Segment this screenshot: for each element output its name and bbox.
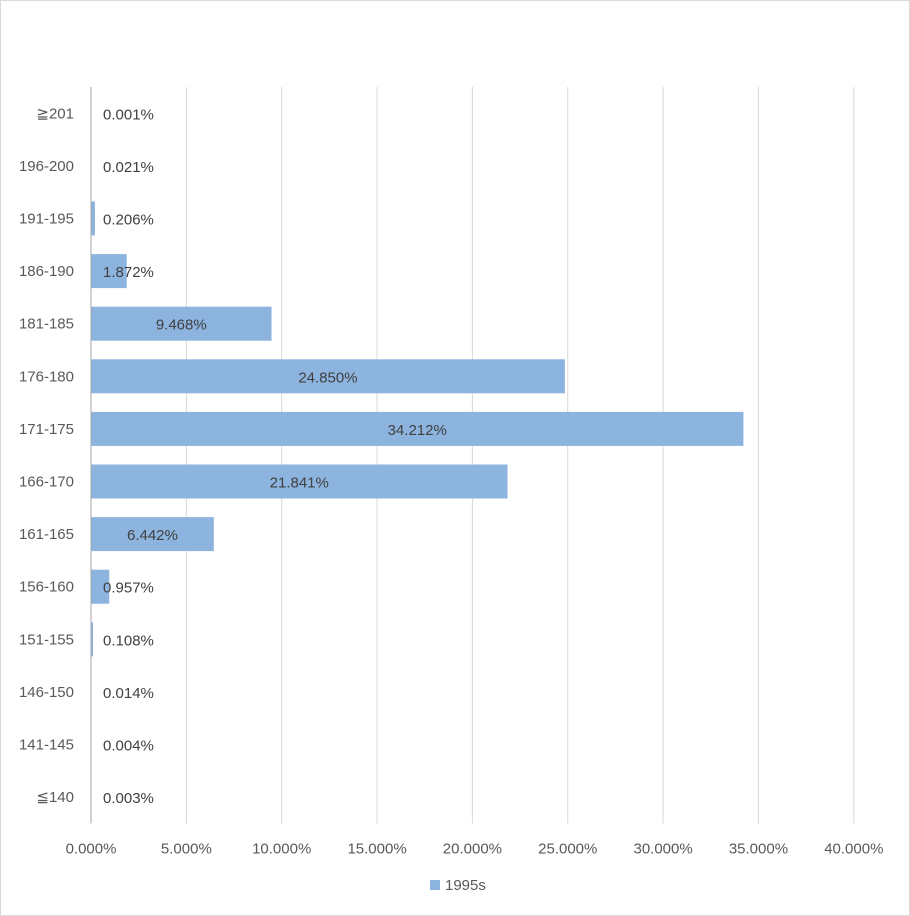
y-tick-label: 181-185 (19, 316, 74, 333)
data-label: 0.004% (103, 738, 154, 755)
bar (91, 411, 744, 446)
y-tick-label: 146-150 (19, 684, 74, 701)
data-label: 1.872% (103, 264, 154, 281)
y-tick-label: ≧201 (36, 105, 74, 122)
bar (91, 254, 127, 289)
data-label: 21.841% (270, 475, 329, 492)
x-tick-label: 25.000% (538, 840, 597, 857)
y-tick-label: 141-145 (19, 737, 74, 754)
y-tick-label: 161-165 (19, 526, 74, 543)
bar (91, 464, 508, 499)
y-tick-label: 196-200 (19, 158, 74, 175)
data-label: 0.001% (103, 106, 154, 123)
x-tick-label: 5.000% (161, 840, 212, 857)
data-label: 24.850% (298, 369, 357, 386)
bar (91, 306, 272, 341)
y-tick-label: 151-155 (19, 631, 74, 648)
y-tick-label: 156-160 (19, 579, 74, 596)
data-label: 0.108% (103, 632, 154, 649)
legend-label: 1995s (445, 877, 486, 894)
y-tick-label: ≦140 (36, 789, 74, 806)
y-tick-label: 171-175 (19, 421, 74, 438)
bar (91, 569, 110, 604)
x-tick-label: 35.000% (729, 840, 788, 857)
data-label: 34.212% (388, 422, 447, 439)
bar (91, 622, 94, 657)
bar (91, 201, 95, 236)
bar (91, 359, 565, 394)
y-tick-label: 176-180 (19, 368, 74, 385)
y-tick-label: 191-195 (19, 211, 74, 228)
data-label: 0.003% (103, 790, 154, 807)
data-label: 6.442% (127, 527, 178, 544)
data-label: 0.021% (103, 159, 154, 176)
x-tick-label: 20.000% (443, 840, 502, 857)
x-tick-label: 0.000% (66, 840, 117, 857)
data-label: 0.206% (103, 212, 154, 229)
x-tick-label: 40.000% (824, 840, 883, 857)
data-label: 0.957% (103, 580, 154, 597)
x-tick-label: 30.000% (633, 840, 692, 857)
legend-swatch (430, 880, 440, 890)
y-tick-label: 166-170 (19, 474, 74, 491)
data-label: 0.014% (103, 685, 154, 702)
y-tick-label: 186-190 (19, 263, 74, 280)
x-tick-label: 10.000% (252, 840, 311, 857)
x-tick-label: 15.000% (347, 840, 406, 857)
bar (91, 517, 214, 552)
data-label: 9.468% (156, 317, 207, 334)
